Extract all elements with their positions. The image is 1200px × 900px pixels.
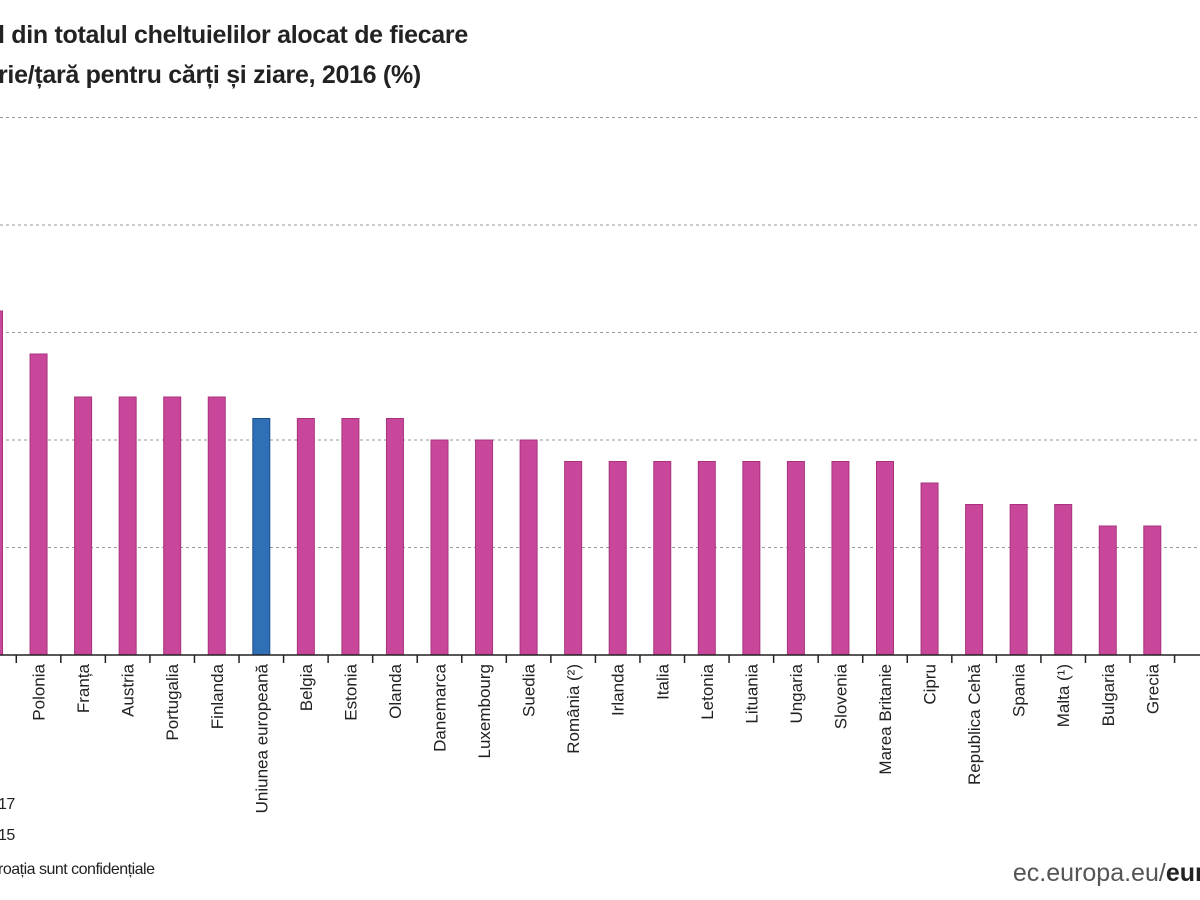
chart-title-line-2: rie/țară pentru cărți și ziare, 2016 (%): [0, 61, 421, 89]
bar: [475, 439, 494, 656]
bar: [296, 418, 315, 656]
bar: [653, 461, 672, 656]
bar: [1098, 525, 1117, 656]
bar: [1009, 504, 1028, 656]
category-label: Slovenia: [831, 663, 850, 729]
bar: [0, 310, 3, 656]
category-label: Germania: [0, 663, 4, 738]
category-label: Malta (¹): [1054, 664, 1073, 727]
bar: [1054, 504, 1073, 656]
category-label: Lituania: [742, 663, 761, 723]
category-label: Bulgaria: [1099, 663, 1118, 726]
footnote-1: 17: [0, 796, 15, 813]
category-label: Uniunea europeană: [252, 663, 271, 813]
category-label: Olanda: [386, 663, 405, 718]
category-label: Grecia: [1143, 663, 1162, 714]
category-label: Portugalia: [163, 663, 182, 740]
category-label: Suedia: [520, 663, 539, 716]
bar: [74, 396, 93, 656]
bar: [163, 396, 182, 656]
bar: [29, 353, 48, 656]
category-label: Danemarca: [431, 663, 450, 751]
bar: [207, 396, 226, 656]
bar: [920, 482, 939, 656]
footnote-2: 15: [0, 827, 15, 844]
bar: [564, 461, 583, 656]
category-label: Belgia: [297, 663, 316, 711]
bar: [341, 418, 360, 656]
source-prefix: ec.europa.eu/: [1012, 859, 1166, 887]
category-label: Polonia: [30, 663, 49, 720]
bar: [608, 461, 627, 656]
category-label: Irlanda: [609, 663, 628, 716]
category-label: Luxembourg: [475, 664, 494, 759]
bar: [519, 439, 538, 656]
bar: [742, 461, 761, 656]
source-url[interactable]: ec.europa.eu/euro: [1013, 858, 1200, 888]
category-label: Ungaria: [787, 663, 806, 723]
bar: [786, 461, 805, 656]
category-label: Estonia: [341, 663, 360, 720]
category-label: Spania: [1010, 663, 1029, 716]
bar: [385, 418, 404, 656]
bar: [252, 418, 271, 656]
category-label: Marea Britanie: [876, 664, 895, 775]
category-label: Finlanda: [208, 663, 227, 729]
category-label: Austria: [119, 663, 138, 716]
category-label: Letonia: [698, 663, 717, 719]
category-label: Republica Cehă: [965, 663, 984, 785]
chart-title-line-1: l din totalul cheltuielilor alocat de fi…: [0, 21, 468, 49]
source-bold: euro: [1165, 859, 1200, 887]
category-label: Cipru: [921, 664, 940, 705]
category-label: Italia: [653, 663, 672, 699]
bar: [965, 504, 984, 656]
category-label: Franța: [74, 663, 93, 713]
bar: [831, 461, 850, 656]
bar: [1143, 525, 1162, 656]
bar: [876, 461, 894, 656]
bar: [430, 439, 449, 656]
bar: [697, 461, 716, 656]
category-label: România (²): [564, 664, 583, 754]
footnote-3: roația sunt confidențiale: [0, 861, 155, 878]
bar: [118, 396, 137, 656]
